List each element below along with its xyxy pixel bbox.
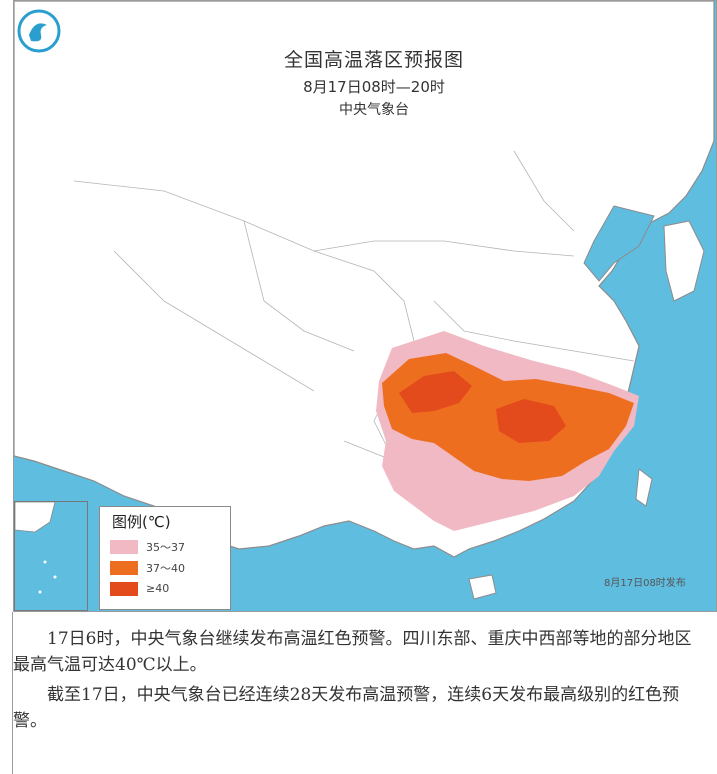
legend-label: ≥40 xyxy=(146,582,170,595)
taiwan-island xyxy=(635,468,653,507)
divider-line xyxy=(12,612,13,774)
map-legend: 图例(℃) 35～37 37～40 ≥40 xyxy=(99,506,231,610)
map-title-block: 全国高温落区预报图 8月17日08时—20时 中央气象台 xyxy=(204,45,544,119)
map-credit: 8月17日08时发布 xyxy=(604,578,686,589)
korea-peninsula xyxy=(663,220,705,302)
map-issuer: 中央气象台 xyxy=(339,102,409,118)
legend-label: 35～37 xyxy=(146,540,185,554)
inset-map xyxy=(14,501,57,594)
legend-title: 图例(℃) xyxy=(112,513,171,531)
legend-swatch xyxy=(110,539,138,554)
map-subtitle: 8月17日08时—20时 xyxy=(303,78,445,96)
hainan-island xyxy=(468,574,497,600)
article-paragraph: 截至17日，中央气象台已经连续28天发布高温预警，连续6天发布最高级别的红色预警… xyxy=(13,685,680,731)
legend-item: ≥40 xyxy=(110,578,230,599)
legend-item: 37～40 xyxy=(110,557,230,578)
map-title: 全国高温落区预报图 xyxy=(283,49,464,71)
forecast-map: 全国高温落区预报图 8月17日08时—20时 中央气象台 图例(℃) 35～37… xyxy=(13,0,717,612)
heat-zone-above-40 xyxy=(399,371,472,413)
weather-bureau-logo-icon xyxy=(17,9,61,53)
article-paragraph: 17日6时，中央气象台继续发布高温红色预警。四川东部、重庆中西部等地的部分地区最… xyxy=(13,629,692,675)
legend-item: 35～37 xyxy=(110,536,230,557)
legend-swatch xyxy=(110,560,138,575)
legend-swatch xyxy=(110,581,138,596)
bohai-sea xyxy=(583,205,655,282)
legend-label: 37～40 xyxy=(146,561,185,575)
heat-zone-above-40-east xyxy=(496,399,566,443)
south-china-sea-inset xyxy=(14,501,88,611)
article-body: 17日6时，中央气象台继续发布高温红色预警。四川东部、重庆中西部等地的部分地区最… xyxy=(13,626,703,738)
